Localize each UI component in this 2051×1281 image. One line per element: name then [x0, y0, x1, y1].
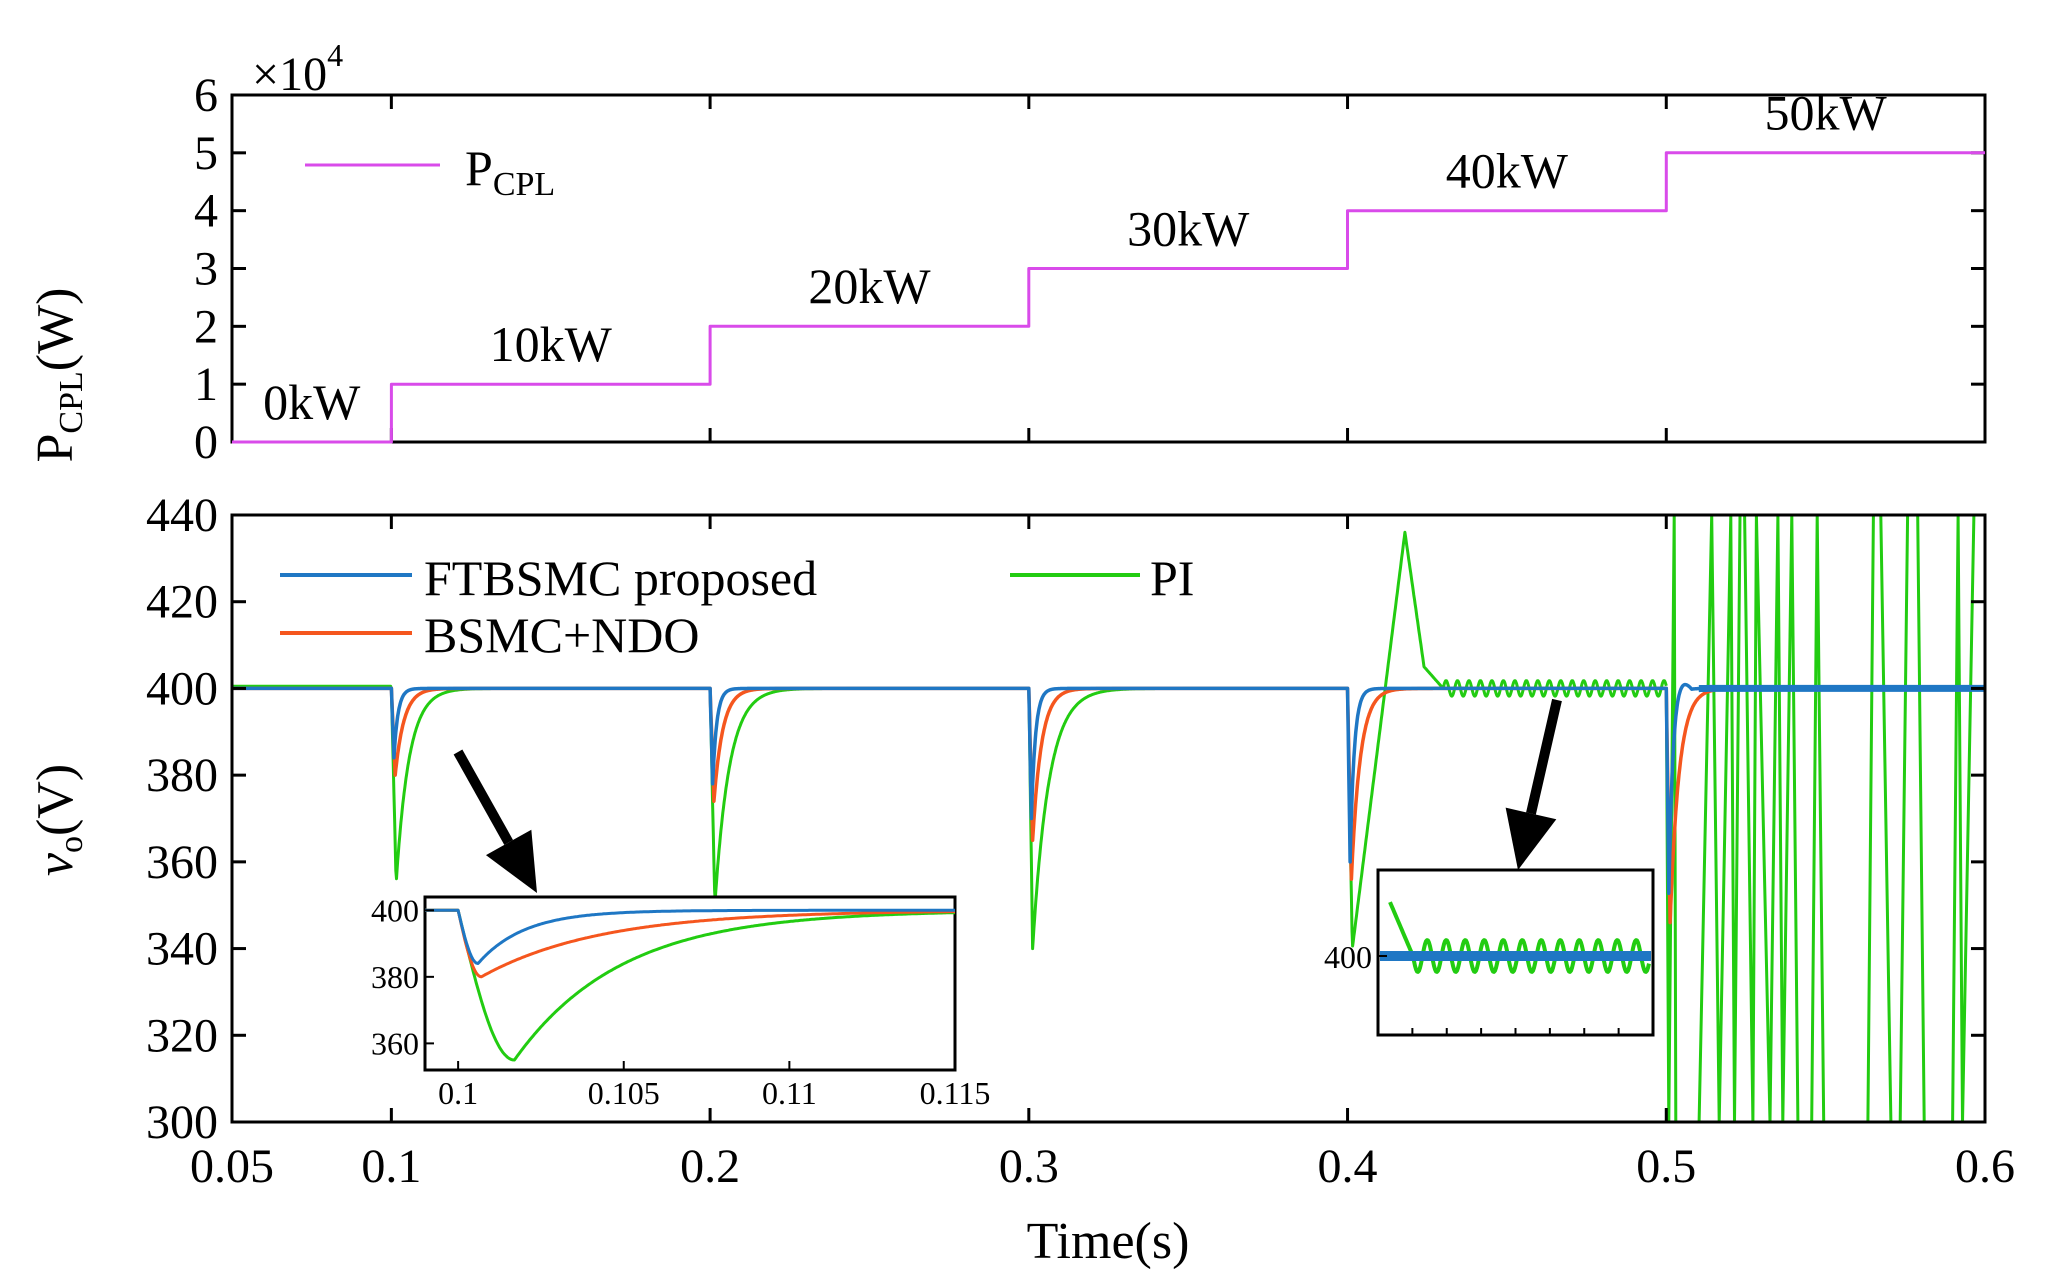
bsmc-ndo-series-line — [230, 686, 1987, 925]
arrow-inset2-shaft — [1526, 698, 1562, 815]
power-step-annotation: 30kW — [1127, 200, 1250, 256]
legend-label-bsmc-ndo: BSMC+NDO — [424, 607, 700, 663]
top-y-tick-label: 0 — [194, 416, 218, 469]
inset2-pi-line — [1388, 901, 1651, 974]
pcpl-series-line — [232, 151, 1985, 444]
inset2-y-tick-label: 400 — [1324, 939, 1372, 975]
power-step-annotation: 50kW — [1765, 85, 1888, 141]
inset1-y-tick-label: 380 — [371, 959, 419, 995]
bottom-x-tick-label: 0.1 — [361, 1140, 421, 1193]
power-step-annotation: 10kW — [490, 316, 613, 372]
top-y-tick-label: 3 — [194, 243, 218, 296]
power-step-annotation: 0kW — [263, 374, 361, 430]
arrow-inset1-shaft — [453, 749, 514, 845]
inset1-frame — [423, 895, 957, 1072]
top-y-axis-label: PCPL(W) — [27, 288, 90, 463]
inset1-pi-line — [425, 908, 955, 1062]
legend-label-pi: PI — [1150, 550, 1194, 606]
inset1-x-tick-label: 0.11 — [762, 1075, 817, 1111]
bottom-x-tick-label: 0.3 — [999, 1140, 1059, 1193]
top-y-tick-label: 2 — [194, 300, 218, 353]
bottom-y-tick-label: 400 — [146, 662, 218, 715]
bottom-x-tick-label: 0.05 — [190, 1140, 274, 1193]
zoom-arrows — [453, 698, 1562, 893]
power-step-annotation: 40kW — [1446, 143, 1569, 199]
bottom-x-tick-label: 0.6 — [1955, 1140, 2015, 1193]
bottom-y-tick-label: 360 — [146, 836, 218, 889]
inset1-bsmc-ndo-line — [425, 908, 955, 979]
top-y-tick-label: 5 — [194, 127, 218, 180]
pi-series-unstable — [1664, 513, 1985, 1124]
inset1-ftbsmc-line — [425, 908, 955, 965]
inset1-y-tick-label: 360 — [371, 1025, 419, 1061]
arrow-inset2-head — [1505, 807, 1557, 870]
arrow-inset1-head — [485, 829, 537, 893]
top-y-tick-label: 6 — [194, 69, 218, 122]
power-step-annotation: 20kW — [808, 258, 931, 314]
legend-label-pcpl: PCPL — [465, 140, 555, 203]
inset-zoom-0.1: 360 380 400 0.1 0.105 0.11 0.115 — [371, 892, 990, 1111]
bottom-y-tick-label: 420 — [146, 576, 218, 629]
inset1-y-tick-label: 400 — [371, 892, 419, 928]
bottom-panel: 300 320 340 360 380 400 420 440 0.05 0.1 0.2 0.3 0.4… — [146, 489, 2015, 1193]
inset-zoom-oscillation: 400 — [1324, 868, 1655, 1037]
bottom-y-tick-label: 340 — [146, 923, 218, 976]
legend-label-ftbsmc: FTBSMC proposed — [424, 550, 817, 606]
bottom-x-tick-label: 0.5 — [1636, 1140, 1696, 1193]
top-y-tick-label: 4 — [194, 185, 218, 238]
inset1-x-tick-label: 0.105 — [588, 1075, 660, 1111]
inset1-x-tick-label: 0.1 — [438, 1075, 478, 1111]
bottom-x-tick-label: 0.4 — [1318, 1140, 1378, 1193]
bottom-y-axis-label: vo(V) — [27, 764, 90, 876]
bottom-y-tick-label: 300 — [146, 1096, 218, 1149]
bottom-y-tick-label: 320 — [146, 1009, 218, 1062]
bottom-plot-frame — [230, 513, 1987, 1124]
inset1-x-tick-label: 0.115 — [920, 1075, 991, 1111]
bottom-legend: FTBSMC proposed BSMC+NDO PI — [280, 550, 1194, 663]
bottom-y-tick-label: 380 — [146, 749, 218, 802]
ftbsmc-series-line — [230, 682, 1987, 895]
top-legend: PCPL — [305, 140, 555, 203]
bottom-y-tick-label: 440 — [146, 489, 218, 542]
exponent-label: ×104 — [252, 37, 343, 101]
bottom-x-tick-label: 0.2 — [680, 1140, 740, 1193]
x-axis-label: Time(s) — [1027, 1213, 1190, 1270]
labels: PCPL(W) ×104 vo(V) Time(s) PCPL FTBSMC p… — [27, 37, 1194, 1270]
top-y-tick-label: 1 — [194, 358, 218, 411]
